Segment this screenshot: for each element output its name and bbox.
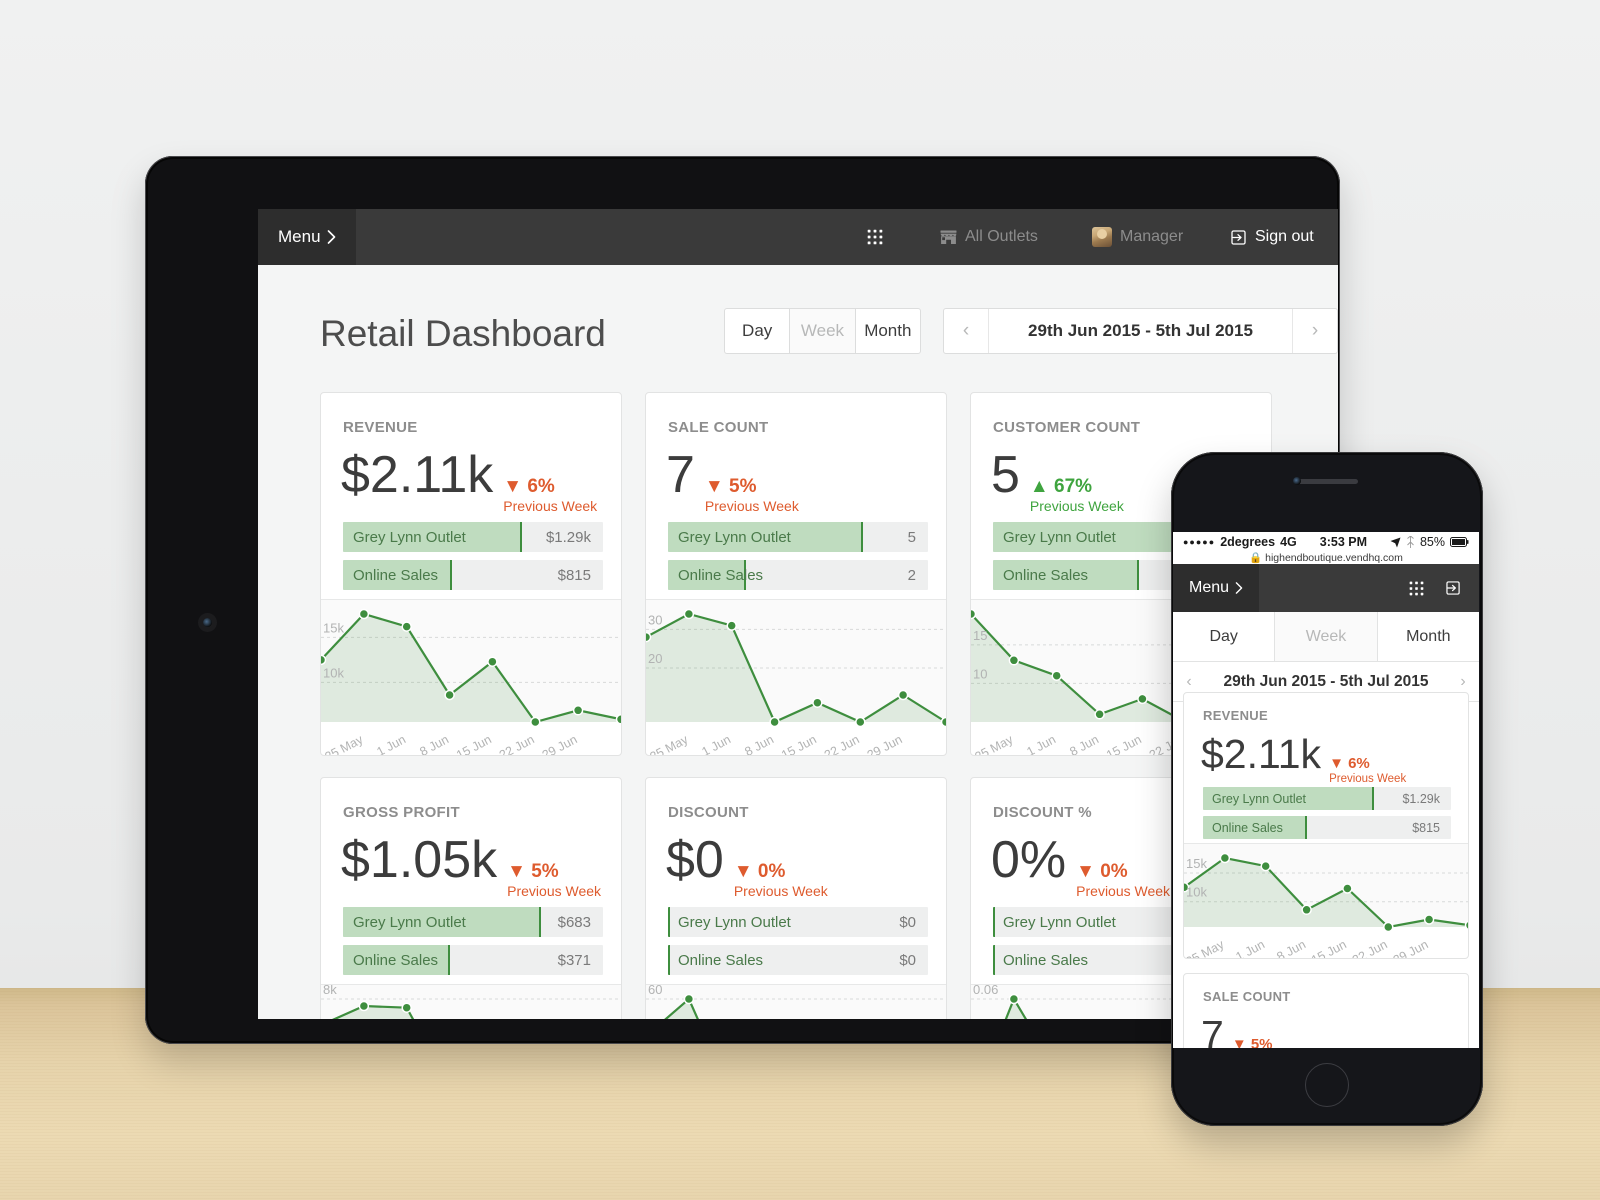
svg-text:20: 20 [648,651,662,666]
svg-text:25 May: 25 May [648,732,691,756]
svg-text:60: 60 [648,985,662,997]
svg-text:0.06: 0.06 [973,985,998,997]
svg-text:15k: 15k [323,620,344,635]
svg-text:1 Jun: 1 Jun [700,732,734,756]
svg-text:15k: 15k [1186,856,1207,871]
svg-text:25 May: 25 May [323,732,366,756]
svg-text:15 Jun: 15 Jun [1309,937,1349,959]
svg-text:25 May: 25 May [973,732,1016,756]
svg-text:22 Jun: 22 Jun [822,732,862,756]
svg-text:1 Jun: 1 Jun [375,732,409,756]
svg-text:10k: 10k [1186,885,1207,900]
svg-text:8k: 8k [323,985,337,997]
svg-text:10k: 10k [323,665,344,680]
svg-text:1 Jun: 1 Jun [1025,732,1059,756]
svg-text:15 Jun: 15 Jun [779,732,819,756]
svg-text:15 Jun: 15 Jun [1104,732,1144,756]
svg-text:8 Jun: 8 Jun [742,732,776,756]
svg-text:29 Jun: 29 Jun [865,732,905,756]
svg-text:22 Jun: 22 Jun [1350,937,1390,959]
svg-text:8 Jun: 8 Jun [417,732,451,756]
svg-text:22 Jun: 22 Jun [497,732,537,756]
svg-text:8 Jun: 8 Jun [1274,937,1308,959]
svg-text:15 Jun: 15 Jun [454,732,494,756]
svg-text:15: 15 [973,628,987,643]
svg-text:8 Jun: 8 Jun [1067,732,1101,756]
svg-text:29 Jun: 29 Jun [1391,937,1431,959]
svg-text:10: 10 [973,666,987,681]
svg-text:29 Jun: 29 Jun [540,732,580,756]
svg-text:30: 30 [648,612,662,627]
